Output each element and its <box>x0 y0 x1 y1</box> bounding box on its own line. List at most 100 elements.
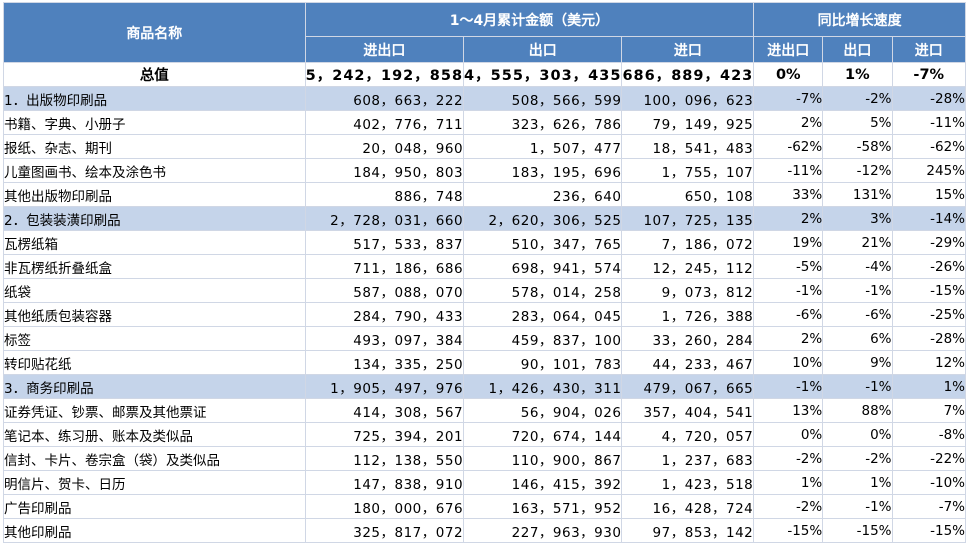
row-name: 其他出版物印刷品 <box>3 182 306 207</box>
cell-growth-total: -7% <box>753 86 824 111</box>
cell-export: 2，620，306，525 <box>463 206 623 231</box>
cell-total: 325，817，072 <box>304 518 465 543</box>
cell-export: 110，900，867 <box>463 446 623 471</box>
cell-growth-total: -11% <box>753 158 824 183</box>
cell-export: 146，415，392 <box>463 470 623 495</box>
cell-export: 698，941，574 <box>463 254 623 279</box>
cell-growth-export: -1% <box>822 374 893 399</box>
row-name: 3．商务印刷品 <box>3 374 306 399</box>
col-header-amount-total: 进出口 <box>304 36 465 63</box>
cell-growth-export: 6% <box>822 326 893 351</box>
table-row: 纸袋 587，088，070 578，014，258 9，073，812 -1%… <box>3 278 966 303</box>
row-name: 明信片、贺卡、日历 <box>3 470 306 495</box>
cell-growth-total: 10% <box>753 350 824 375</box>
cell-export: 4，555，303，435 <box>463 62 623 87</box>
cell-growth-import: -22% <box>891 446 966 471</box>
cell-growth-import: -14% <box>891 206 966 231</box>
table-row: 明信片、贺卡、日历 147，838，910 146，415，392 1，423，… <box>3 470 966 495</box>
table-row: 笔记本、练习册、账本及类似品 725，394，201 720，674，144 4… <box>3 422 966 447</box>
cell-total: 517，533，837 <box>304 230 465 255</box>
cell-growth-export: 131% <box>822 182 893 207</box>
cell-total: 2，728，031，660 <box>304 206 465 231</box>
cell-growth-import: -15% <box>891 518 966 543</box>
row-name: 纸袋 <box>3 278 306 303</box>
cell-growth-export: -6% <box>822 302 893 327</box>
header-row-group: 商品名称 1～4月累计金额（美元） 同比增长速度 <box>3 2 966 63</box>
cell-total: 587，088，070 <box>304 278 465 303</box>
row-name: 书籍、字典、小册子 <box>3 110 306 135</box>
col-header-amount-import: 进口 <box>621 36 755 63</box>
table-row: 其他出版物印刷品 886，748 236，640 650，108 33% 131… <box>3 182 966 207</box>
cell-growth-export: 3% <box>822 206 893 231</box>
cell-import: 44，233，467 <box>621 350 755 375</box>
col-header-amount-group: 1～4月累计金额（美元） <box>304 2 755 37</box>
cell-export: 578，014，258 <box>463 278 623 303</box>
cell-growth-total: -15% <box>753 518 824 543</box>
table-row: 转印贴花纸 134，335，250 90，101，783 44，233，467 … <box>3 350 966 375</box>
row-name: 瓦楞纸箱 <box>3 230 306 255</box>
cell-export: 227，963，930 <box>463 518 623 543</box>
col-header-amount-export: 出口 <box>463 36 623 63</box>
cell-export: 508，566，599 <box>463 86 623 111</box>
col-header-growth-group: 同比增长速度 <box>753 2 966 37</box>
row-name: 1．出版物印刷品 <box>3 86 306 111</box>
cell-growth-total: 2% <box>753 206 824 231</box>
cell-growth-export: 1% <box>822 470 893 495</box>
cell-growth-total: 0% <box>753 62 824 87</box>
cell-export: 323，626，786 <box>463 110 623 135</box>
cell-export: 459，837，100 <box>463 326 623 351</box>
cell-total: 5，242，192，858 <box>304 62 465 87</box>
cell-export: 236，640 <box>463 182 623 207</box>
cell-growth-export: 88% <box>822 398 893 423</box>
table-row: 瓦楞纸箱 517，533，837 510，347，765 7，186，072 1… <box>3 230 966 255</box>
cell-import: 4，720，057 <box>621 422 755 447</box>
row-name: 总值 <box>3 62 306 87</box>
col-header-growth-import: 进口 <box>891 36 966 63</box>
col-header-growth-export: 出口 <box>822 36 893 63</box>
cell-total: 886，748 <box>304 182 465 207</box>
cell-import: 650，108 <box>621 182 755 207</box>
cell-export: 90，101，783 <box>463 350 623 375</box>
cell-growth-total: -6% <box>753 302 824 327</box>
cell-growth-export: -1% <box>822 494 893 519</box>
table-row-total: 总值 5，242，192，858 4，555，303，435 686，889，4… <box>3 62 966 87</box>
cell-growth-import: -11% <box>891 110 966 135</box>
table-row: 证券凭证、钞票、邮票及其他票证 414，308，567 56，904，026 3… <box>3 398 966 423</box>
table-row-category: 3．商务印刷品 1，905，497，976 1，426，430，311 479，… <box>3 374 966 399</box>
cell-import: 12，245，112 <box>621 254 755 279</box>
cell-import: 16，428，724 <box>621 494 755 519</box>
cell-growth-total: -2% <box>753 494 824 519</box>
cell-import: 107，725，135 <box>621 206 755 231</box>
table-row-category: 2．包装装潢印刷品 2，728，031，660 2，620，306，525 10… <box>3 206 966 231</box>
row-name: 非瓦楞纸折叠纸盒 <box>3 254 306 279</box>
table-row: 其他印刷品 325，817，072 227，963，930 97，853，142… <box>3 518 966 543</box>
row-name: 广告印刷品 <box>3 494 306 519</box>
cell-import: 9，073，812 <box>621 278 755 303</box>
cell-growth-total: 2% <box>753 326 824 351</box>
cell-import: 7，186，072 <box>621 230 755 255</box>
cell-growth-export: -58% <box>822 134 893 159</box>
cell-growth-total: 0% <box>753 422 824 447</box>
cell-growth-export: -2% <box>822 86 893 111</box>
cell-total: 493，097，384 <box>304 326 465 351</box>
cell-total: 147，838，910 <box>304 470 465 495</box>
row-name: 证券凭证、钞票、邮票及其他票证 <box>3 398 306 423</box>
table-row: 书籍、字典、小册子 402，776，711 323，626，786 79，149… <box>3 110 966 135</box>
cell-growth-import: -8% <box>891 422 966 447</box>
cell-growth-export: 1% <box>822 62 893 87</box>
row-name: 笔记本、练习册、账本及类似品 <box>3 422 306 447</box>
cell-total: 180，000，676 <box>304 494 465 519</box>
cell-growth-import: -7% <box>891 62 966 87</box>
cell-import: 479，067，665 <box>621 374 755 399</box>
cell-growth-total: -1% <box>753 374 824 399</box>
cell-growth-total: -2% <box>753 446 824 471</box>
cell-export: 183，195，696 <box>463 158 623 183</box>
cell-growth-export: -15% <box>822 518 893 543</box>
cell-growth-export: -2% <box>822 446 893 471</box>
row-name: 标签 <box>3 326 306 351</box>
cell-total: 711，186，686 <box>304 254 465 279</box>
cell-total: 1，905，497，976 <box>304 374 465 399</box>
cell-import: 33，260，284 <box>621 326 755 351</box>
cell-export: 1，507，477 <box>463 134 623 159</box>
